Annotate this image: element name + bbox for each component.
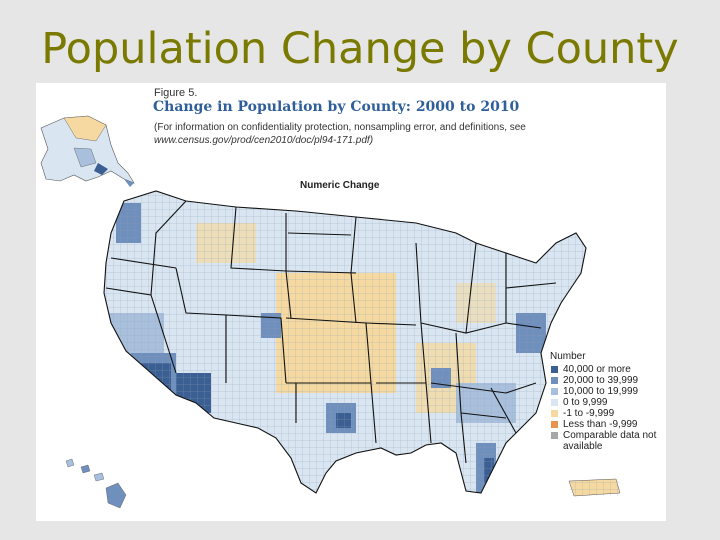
legend-label: -1 to -9,999 [563, 408, 615, 419]
legend-swatch [550, 409, 559, 418]
figure-label: Figure 5. [154, 87, 198, 99]
legend-swatch [550, 387, 559, 396]
figure-title: Change in Population by County: 2000 to … [153, 99, 520, 115]
legend-label: Comparable data not available [563, 430, 657, 452]
legend-swatch [550, 431, 559, 440]
legend-title: Number [550, 351, 586, 362]
legend-label: 40,000 or more [563, 364, 631, 375]
map-legend: Number 40,000 or more 20,000 to 39,999 1… [550, 351, 665, 452]
legend-label: 0 to 9,999 [563, 397, 608, 408]
legend-swatch [550, 365, 559, 374]
legend-item: 0 to 9,999 [550, 397, 665, 408]
figure-note: (For information on confidentiality prot… [154, 121, 624, 147]
map-heading: Numeric Change [300, 180, 380, 191]
hawaii-map [65, 458, 127, 509]
legend-label: 10,000 to 19,999 [563, 386, 639, 397]
legend-swatch [550, 420, 559, 429]
legend-label: 20,000 to 39,999 [563, 375, 639, 386]
legend-swatch [550, 398, 559, 407]
legend-item: 40,000 or more [550, 364, 665, 375]
contiguous-us-map [103, 190, 587, 494]
legend-item: Less than -9,999 [550, 419, 665, 430]
legend-item: Comparable data not available [550, 430, 665, 452]
legend-item: 20,000 to 39,999 [550, 375, 665, 386]
legend-swatch [550, 376, 559, 385]
legend-label: Less than -9,999 [563, 419, 638, 430]
figure-note-text: (For information on confidentiality prot… [154, 122, 526, 133]
county-map [40, 115, 621, 509]
slide-title: Population Change by County [41, 24, 679, 74]
alaska-map [40, 115, 135, 187]
legend-item: 10,000 to 19,999 [550, 386, 665, 397]
puerto-rico-map [568, 478, 621, 497]
figure-note-url: www.census.gov/prod/cen2010/doc/pl94-171… [154, 135, 374, 146]
census-figure: Figure 5. Change in Population by County… [36, 83, 666, 521]
legend-item: -1 to -9,999 [550, 408, 665, 419]
